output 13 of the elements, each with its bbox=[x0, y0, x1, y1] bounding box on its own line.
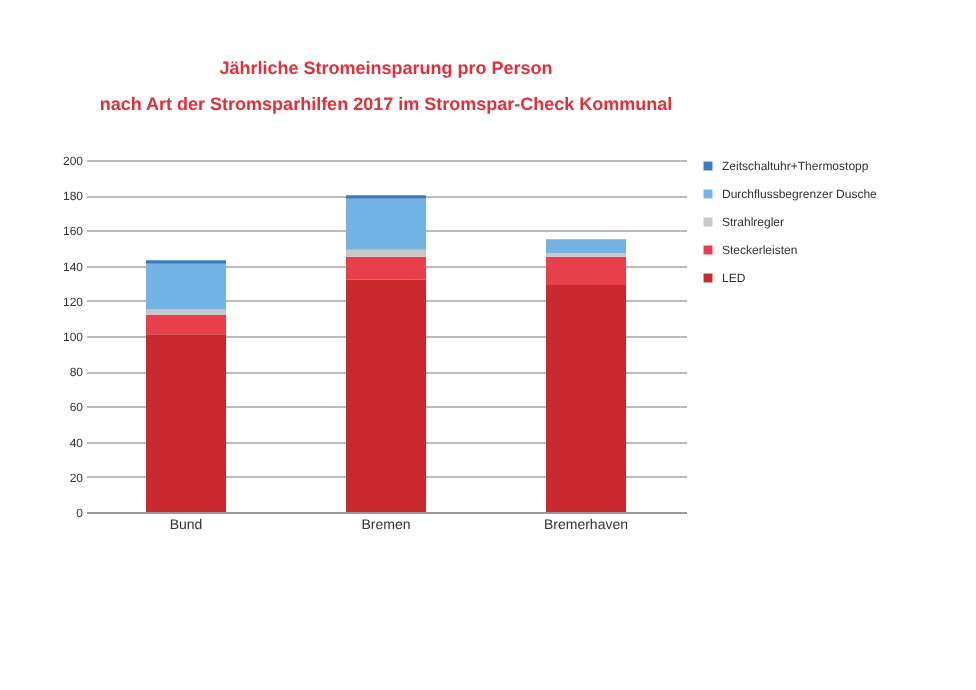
bar bbox=[546, 284, 626, 512]
bar bbox=[546, 256, 626, 285]
bar bbox=[146, 314, 226, 335]
chart-title: Jährliche Stromeinsparung pro Person bbox=[219, 58, 553, 78]
bar bbox=[546, 239, 626, 254]
bar bbox=[146, 334, 226, 512]
bar bbox=[346, 198, 426, 250]
bar bbox=[146, 309, 226, 315]
bar bbox=[146, 263, 226, 310]
bar bbox=[346, 256, 426, 280]
chart-subtitle: nach Art der Stromsparhilfen 2017 im Stromspar-Check Kommunal bbox=[99, 94, 673, 114]
bar bbox=[346, 279, 426, 512]
bar bbox=[346, 249, 426, 257]
